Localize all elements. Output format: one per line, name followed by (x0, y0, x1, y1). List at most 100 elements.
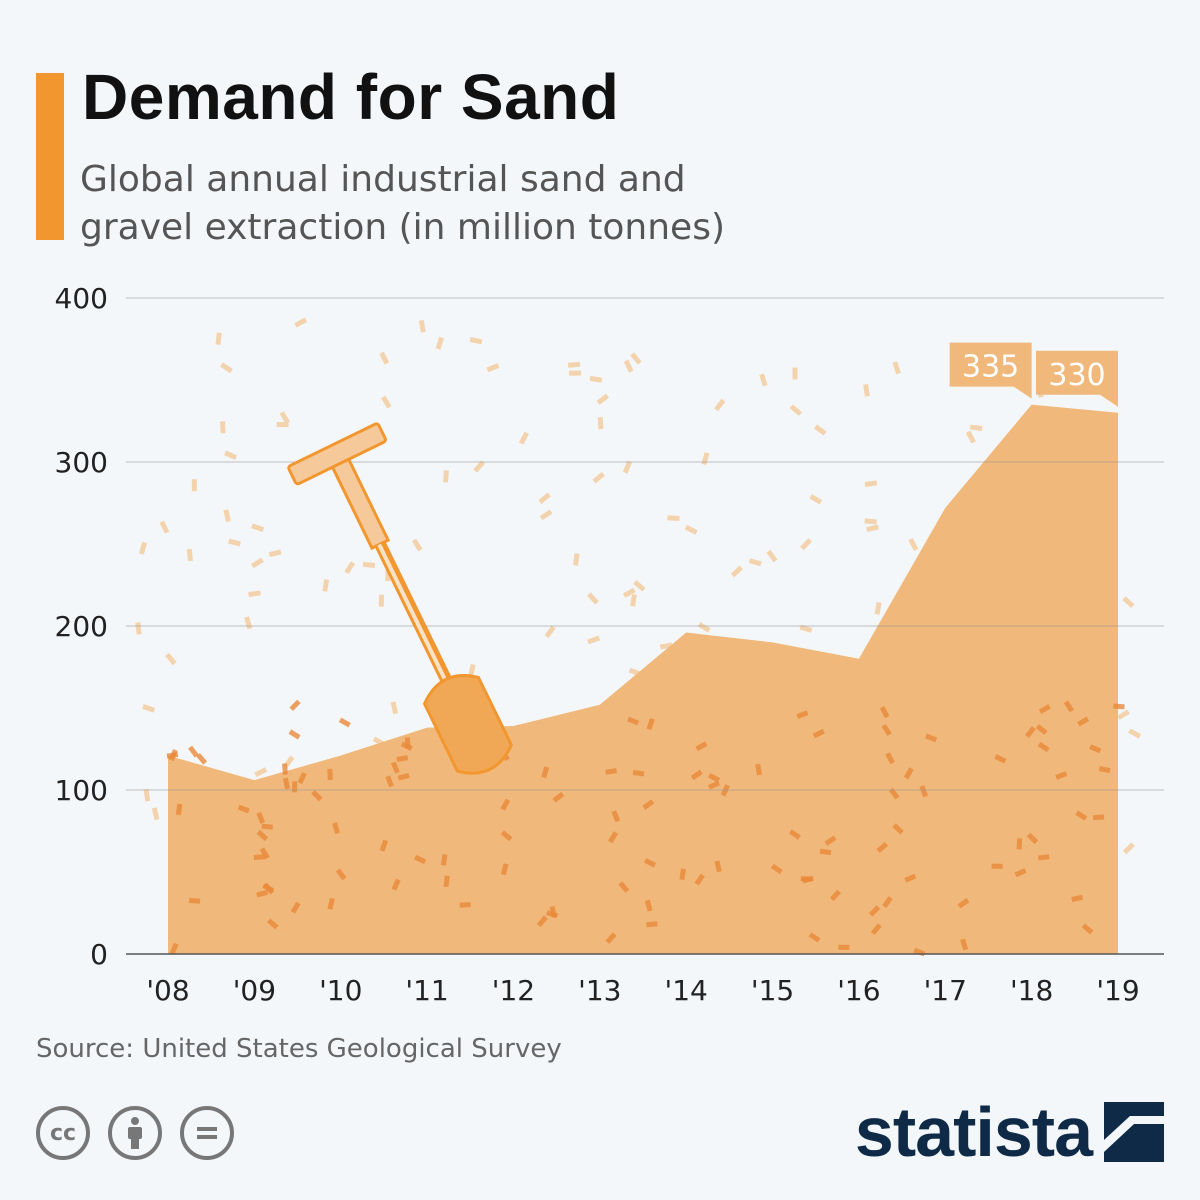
sand-particle (411, 538, 423, 552)
sand-particle (440, 854, 448, 866)
attribution-icon[interactable] (108, 1106, 162, 1160)
shovel-icon (287, 422, 514, 775)
cc-icon[interactable]: cc (36, 1106, 90, 1160)
chart-title: Demand for Sand (82, 61, 620, 133)
sand-particle (714, 398, 726, 412)
sand-particle (191, 479, 197, 492)
y-tick-label: 400 (55, 282, 108, 315)
sand-particle (1081, 923, 1094, 935)
y-tick-label: 100 (55, 774, 108, 807)
sand-particle (812, 728, 825, 739)
sand-particle (618, 881, 630, 893)
sand-particle (251, 523, 265, 532)
statista-logo-icon (1104, 1102, 1164, 1162)
sand-particle (248, 590, 261, 598)
sand-particle (694, 873, 705, 886)
sand-particle (536, 915, 548, 927)
x-tick-label: '10 (319, 974, 362, 1007)
sand-particle (159, 520, 170, 534)
sand-particle (138, 541, 148, 555)
sand-particle (904, 873, 917, 883)
sand-particle (679, 868, 686, 881)
data-label: 335 (962, 350, 1019, 385)
sand-particle (605, 768, 617, 775)
sand-particle (381, 395, 392, 409)
sand-particle (925, 733, 938, 743)
sand-particle (697, 622, 711, 633)
sand-particle (957, 898, 970, 909)
sand-particle (263, 882, 275, 895)
sand-particle (870, 923, 882, 936)
sand-particle (1016, 838, 1023, 850)
data-label: 330 (1048, 358, 1105, 393)
sand-particle (605, 932, 617, 944)
sand-particle (544, 625, 556, 639)
sand-particle (608, 831, 619, 844)
y-tick-label: 200 (55, 610, 108, 643)
sand-particle (864, 518, 877, 525)
accent-bar (36, 73, 64, 240)
sand-particle (748, 558, 762, 567)
sand-particle (266, 918, 279, 930)
x-tick-label: '08 (146, 974, 189, 1007)
sand-particle (143, 788, 151, 802)
sand-particle (327, 768, 333, 781)
sand-particle (391, 878, 401, 891)
sand-particle (196, 753, 208, 765)
sand-particle (500, 798, 511, 811)
sand-particle (237, 804, 250, 814)
sand-particle (809, 494, 823, 505)
sand-particle (730, 565, 743, 578)
sand-particle (151, 807, 160, 821)
sand-particle (876, 841, 889, 853)
sand-particle (539, 509, 553, 521)
sand-particle (882, 896, 893, 909)
statista-logo[interactable]: statista (855, 1092, 1164, 1172)
sand-particle (864, 480, 878, 488)
sand-particle (473, 460, 486, 473)
sand-particle (169, 942, 179, 955)
sand-particle (251, 557, 264, 569)
sand-particle (789, 404, 802, 416)
no-derivatives-icon[interactable] (180, 1106, 234, 1160)
sand-particle (863, 384, 870, 397)
sand-particle (390, 761, 400, 774)
sand-particle (1037, 854, 1050, 861)
sand-particle (1113, 703, 1125, 710)
sand-particle (344, 561, 356, 575)
chart-subtitle: Global annual industrial sand and gravel… (80, 159, 725, 248)
sand-particle (622, 587, 636, 598)
sand-particle (813, 424, 827, 436)
sand-particle (362, 561, 376, 569)
value-callout (1036, 350, 1118, 407)
sand-particle (215, 332, 222, 345)
sand-particle (435, 336, 445, 350)
sand-particle (1063, 700, 1075, 713)
sand-particle (960, 938, 969, 951)
sand-particle (279, 411, 290, 425)
sand-particle (224, 450, 238, 460)
sand-particle (500, 830, 513, 842)
sand-particle (881, 723, 892, 736)
sand-particle (135, 622, 142, 635)
sand-particle (228, 538, 241, 547)
area-series (168, 404, 1118, 955)
sand-particle (1055, 771, 1068, 780)
sand-particle (766, 549, 778, 563)
sand-particle (469, 337, 483, 345)
sand-particle (1037, 741, 1050, 753)
sand-particle (282, 777, 291, 790)
sand-particle (788, 829, 801, 840)
x-tick-label: '17 (924, 974, 967, 1007)
sand-particle (630, 352, 642, 365)
sand-particle (597, 417, 604, 430)
sand-particle (808, 932, 821, 943)
sand-particle (188, 745, 199, 758)
sand-particle (888, 787, 900, 800)
sand-particle (1098, 766, 1111, 774)
sand-particle (965, 430, 976, 444)
sand-particle (165, 652, 177, 666)
sand-particle (261, 823, 273, 830)
sand-particle (1117, 709, 1130, 720)
